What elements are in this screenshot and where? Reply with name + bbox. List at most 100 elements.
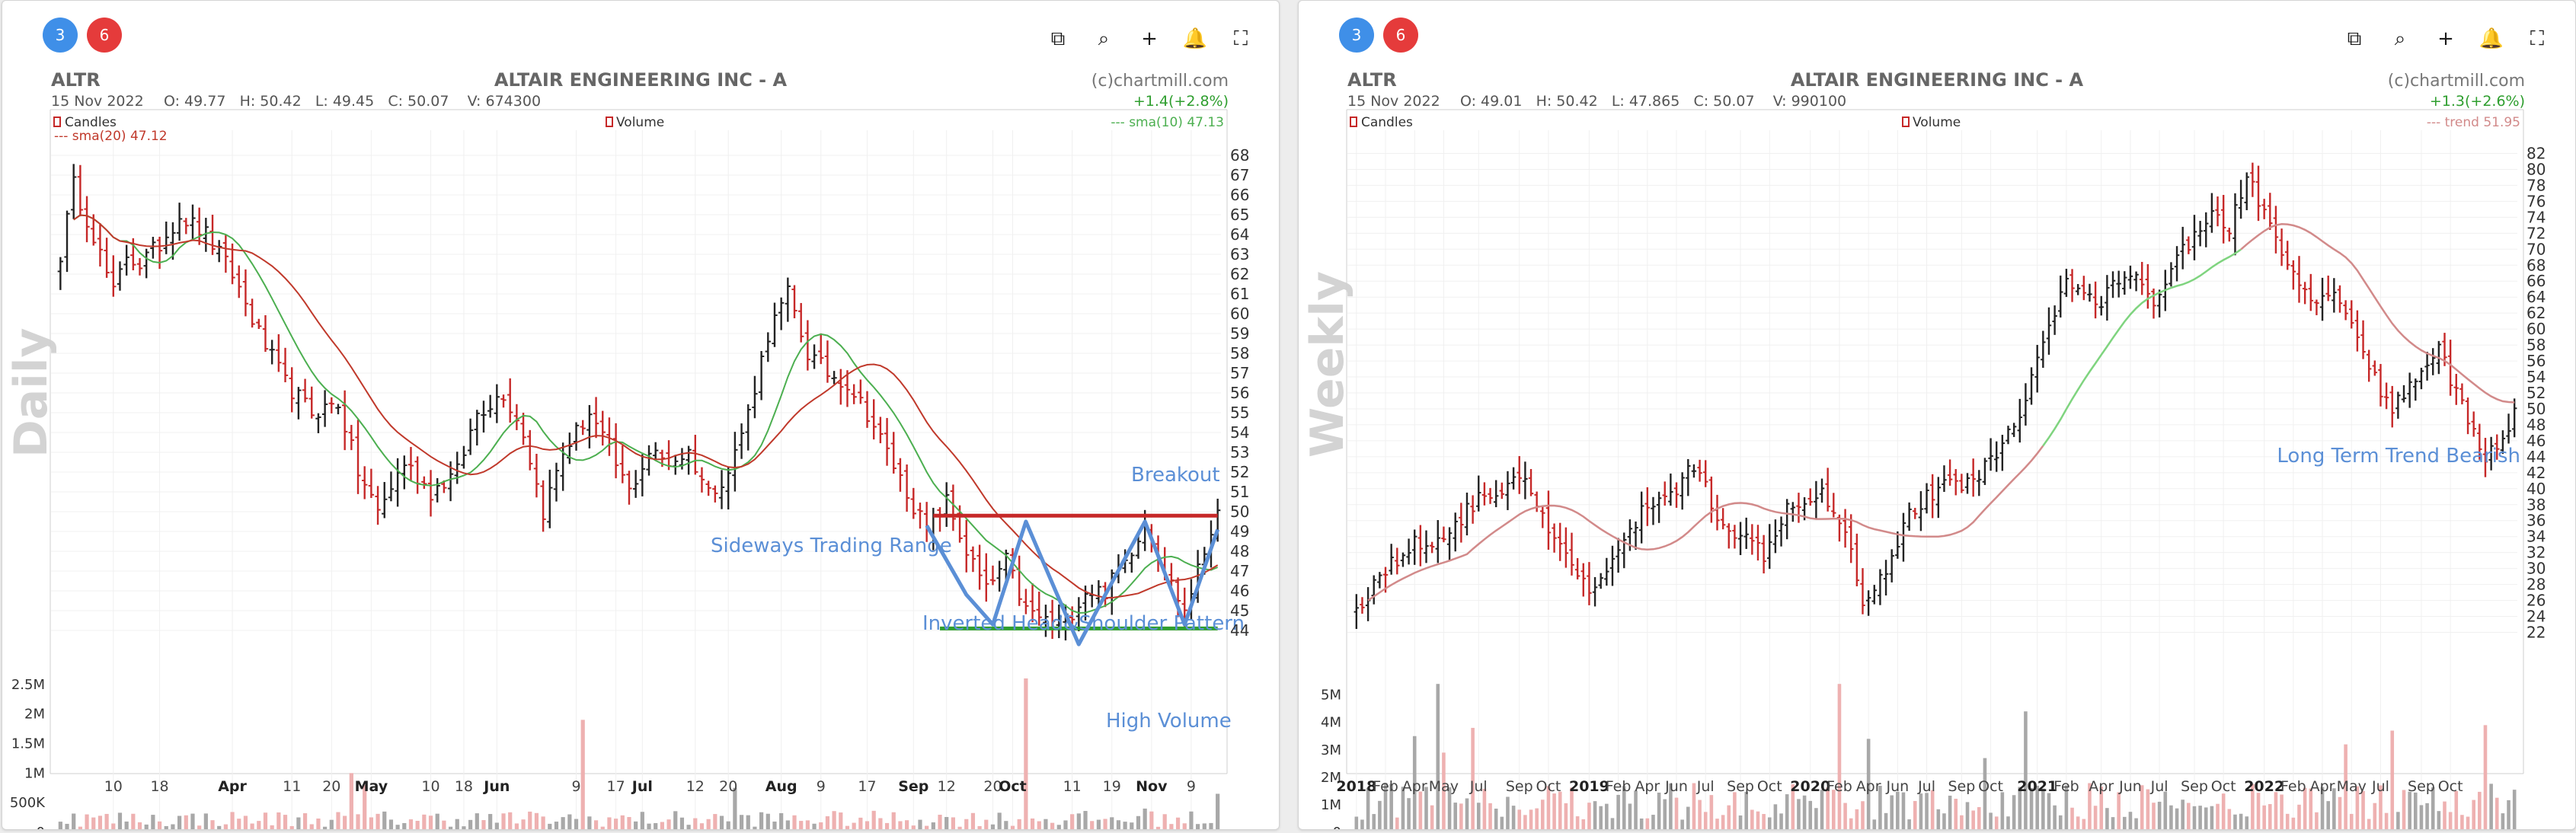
volume-bar xyxy=(289,825,294,829)
price-bar xyxy=(903,464,910,512)
price-bar xyxy=(884,417,890,466)
volume-bar xyxy=(2082,819,2086,829)
time-tick-label: Feb xyxy=(2053,778,2079,795)
notification-count-badge-blue[interactable]: 3 xyxy=(43,18,78,53)
volume-bar xyxy=(2280,794,2284,829)
price-bar xyxy=(249,298,255,328)
notification-count-badge-red[interactable]: 6 xyxy=(87,18,122,53)
price-tick-label: 70 xyxy=(2526,240,2546,258)
time-tick-label: 2018 xyxy=(1336,778,1376,795)
price-bar xyxy=(2186,236,2191,254)
notification-count-badge-red[interactable]: 6 xyxy=(1383,18,1418,53)
price-bar xyxy=(976,544,983,590)
volume-bar xyxy=(2309,788,2313,829)
breakout-annotation: Breakout xyxy=(1131,464,1220,487)
volume-bar xyxy=(1535,808,1539,829)
price-bar xyxy=(983,553,989,602)
external-link-icon[interactable]: ⧉ xyxy=(1050,27,1066,50)
volume-bar xyxy=(2088,783,2092,829)
volume-bar xyxy=(699,823,705,829)
volume-bar xyxy=(765,813,770,829)
price-bar xyxy=(434,477,440,503)
price-bar xyxy=(1598,573,1603,589)
time-tick-label: 20 xyxy=(719,778,737,795)
volume-bar xyxy=(1983,758,1987,829)
price-bar xyxy=(2133,271,2139,292)
volume-bar xyxy=(117,812,123,829)
chart-frame xyxy=(50,109,1228,774)
fullscreen-icon[interactable]: ⛶ xyxy=(2530,27,2545,50)
volume-bar xyxy=(1791,784,1795,829)
volume-bar xyxy=(2355,786,2360,829)
price-bar xyxy=(745,404,751,451)
price-bar xyxy=(315,413,321,433)
volume-bar xyxy=(2326,801,2330,829)
volume-bar xyxy=(1663,799,1667,829)
plus-icon[interactable]: + xyxy=(2437,27,2454,50)
price-bar xyxy=(533,453,540,498)
volume-bar xyxy=(852,822,856,829)
volume-bar xyxy=(905,820,909,829)
volume-bar xyxy=(65,823,69,829)
notification-count-badge-blue[interactable]: 3 xyxy=(1339,18,1374,53)
price-bar xyxy=(877,416,884,444)
volume-bar xyxy=(561,817,565,829)
price-bar xyxy=(2273,206,2279,254)
bell-icon[interactable]: 🔔 xyxy=(1182,27,1208,50)
price-bar xyxy=(871,399,877,440)
price-bar xyxy=(1918,491,1924,531)
price-bar xyxy=(2325,275,2331,302)
volume-bar xyxy=(1645,818,1650,829)
credit-label: (c)chartmill.com xyxy=(1091,72,1229,91)
price-bar xyxy=(2383,382,2389,410)
search-icon[interactable]: ⌕ xyxy=(2394,27,2406,50)
sma10-line xyxy=(73,214,1219,614)
price-bar xyxy=(407,446,414,481)
volume-bar xyxy=(2076,816,2080,829)
price-bar xyxy=(838,369,844,405)
price-bar xyxy=(362,466,368,499)
volume-bars xyxy=(1354,684,2517,829)
price-bar xyxy=(593,397,599,439)
price-bar xyxy=(474,410,480,446)
price-bar xyxy=(2191,215,2197,260)
price-bar xyxy=(785,277,791,322)
volume-bar xyxy=(1447,787,1452,829)
bell-icon[interactable]: 🔔 xyxy=(2479,27,2504,50)
volume-bar xyxy=(1442,752,1446,829)
price-bar xyxy=(1790,502,1796,522)
price-bar xyxy=(441,480,447,493)
fullscreen-icon[interactable]: ⛶ xyxy=(1233,27,1248,50)
search-icon[interactable]: ⌕ xyxy=(1098,27,1110,50)
candles-legend-icon xyxy=(1350,116,1357,127)
volume-bar xyxy=(1182,823,1187,829)
volume-bar xyxy=(85,814,89,829)
price-bar xyxy=(427,470,434,517)
volume-bar xyxy=(1418,791,1423,829)
price-bar xyxy=(2098,295,2104,316)
price-bar xyxy=(2232,193,2238,256)
price-tick-label: 68 xyxy=(2526,256,2546,274)
price-bar xyxy=(1819,478,1825,503)
volume-bar xyxy=(2425,803,2429,829)
price-tick-label: 22 xyxy=(2526,624,2546,642)
plus-icon[interactable]: + xyxy=(1141,27,1158,50)
price-tick-label: 36 xyxy=(2526,512,2546,530)
volume-bar xyxy=(1424,787,1428,829)
volume-bar xyxy=(785,820,790,829)
price-tick-label: 62 xyxy=(1230,265,1249,283)
time-tick-label: Nov xyxy=(1136,778,1168,795)
chart-toolbar: ⧉ ⌕ + 🔔 ⛶ xyxy=(1043,24,1256,54)
volume-bar xyxy=(1506,796,1510,829)
price-bar xyxy=(1964,473,1970,494)
volume-bar xyxy=(2169,805,2173,829)
time-tick-label: Jul xyxy=(2150,778,2169,795)
price-bar xyxy=(2215,196,2220,227)
price-tick-label: 76 xyxy=(2526,192,2546,210)
volume-bar xyxy=(2198,806,2202,829)
price-bar xyxy=(937,507,943,532)
external-link-icon[interactable]: ⧉ xyxy=(2347,27,2362,50)
price-tick-label: 44 xyxy=(1230,621,1249,640)
volume-bar xyxy=(1994,816,1999,829)
time-tick-label: 12 xyxy=(938,778,956,795)
